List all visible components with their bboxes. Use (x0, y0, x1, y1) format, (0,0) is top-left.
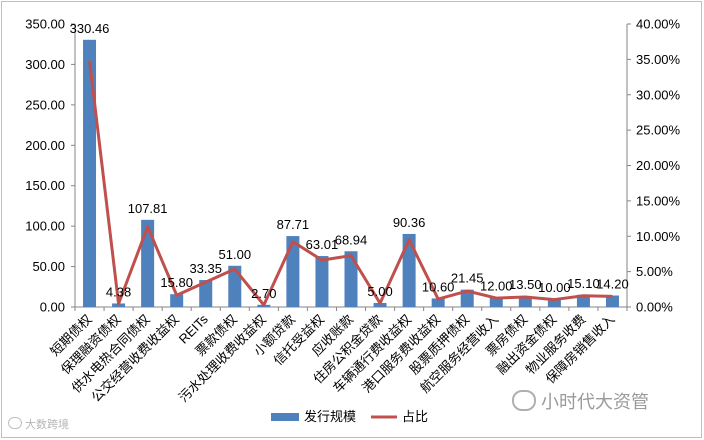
data-label: 21.45 (451, 271, 484, 286)
data-label: 12.00 (480, 278, 513, 293)
bar-15 (489, 297, 503, 307)
share-line (88, 60, 613, 307)
watermark-right-text: 小时代大资管 (541, 392, 649, 413)
watermark-left-text: 大数跨境 (25, 418, 69, 431)
data-label: 330.46 (70, 21, 110, 36)
data-label: 5.00 (367, 284, 392, 299)
y-left-tick-label: 200.00 (25, 138, 65, 153)
data-label: 51.00 (219, 247, 252, 262)
y-right-tick-label: 30.00% (636, 87, 681, 102)
bar-5 (199, 280, 213, 307)
bar-6 (228, 265, 242, 307)
data-label: 13.50 (509, 277, 542, 292)
y-right-tick-label: 35.00% (636, 52, 681, 67)
y-left-tick-label: 100.00 (25, 219, 65, 234)
data-label: 33.35 (189, 261, 222, 276)
bar-10 (344, 251, 358, 307)
legend-bar-swatch (271, 413, 299, 421)
bar-19 (605, 295, 619, 307)
data-label: 90.36 (393, 215, 426, 230)
y-left-tick-label: 150.00 (25, 178, 65, 193)
data-label: 15.80 (160, 275, 193, 290)
watermark-logo-icon (8, 417, 22, 429)
data-label: 15.10 (567, 276, 600, 291)
data-label: 107.81 (128, 201, 168, 216)
data-label: 63.01 (306, 237, 339, 252)
y-left-tick-label: 250.00 (25, 97, 65, 112)
data-label: 4.38 (106, 284, 131, 299)
y-left-tick-label: 350.00 (25, 17, 65, 32)
wechat-icon (512, 390, 536, 411)
watermark-left: 大数跨境 (8, 416, 69, 432)
y-right-tick-label: 0.00% (636, 300, 673, 315)
y-right-tick-label: 20.00% (636, 158, 681, 173)
legend-line-label: 占比 (402, 409, 428, 424)
watermark-right: 小时代大资管 (512, 388, 649, 414)
bar-11 (373, 302, 387, 307)
data-label: 14.20 (596, 277, 629, 292)
data-label: 87.71 (277, 217, 310, 232)
y-right-tick-label: 15.00% (636, 193, 681, 208)
y-right-tick-label: 10.00% (636, 229, 681, 244)
bar-9 (315, 256, 329, 307)
bar-3 (141, 219, 155, 307)
bar-4 (170, 294, 184, 307)
y-left-tick-label: 300.00 (25, 57, 65, 72)
bar-1 (83, 39, 97, 307)
data-label: 2.70 (251, 286, 276, 301)
y-left-tick-label: 0.00 (40, 300, 65, 315)
data-label: 10.60 (422, 279, 455, 294)
bar-17 (547, 298, 561, 307)
bar-14 (460, 289, 474, 307)
bar-18 (576, 294, 590, 307)
y-right-tick-label: 25.00% (636, 123, 681, 138)
bar-8 (286, 236, 300, 307)
bar-12 (402, 233, 416, 307)
y-right-tick-label: 40.00% (636, 17, 681, 32)
bar-16 (518, 296, 532, 307)
y-left-tick-label: 50.00 (32, 259, 65, 274)
data-label: 10.00 (538, 280, 571, 295)
legend-bar-label: 发行规模 (304, 409, 356, 424)
y-right-tick-label: 5.00% (636, 264, 673, 279)
bar-13 (431, 298, 445, 307)
data-label: 68.94 (335, 232, 368, 247)
